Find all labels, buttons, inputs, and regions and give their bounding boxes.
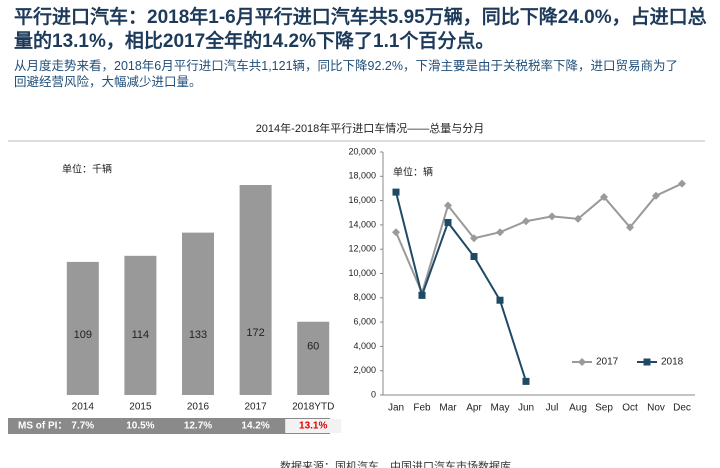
y-tick-label: 12,000 (348, 244, 376, 254)
point (522, 377, 530, 385)
ms-value: 7.7% (71, 421, 94, 432)
y-tick-label: 8,000 (353, 292, 376, 302)
x-tick-label: Dec (673, 403, 691, 414)
x-tick-label: 2018YTD (292, 402, 334, 413)
y-tick-label: 0 (371, 389, 376, 399)
point (444, 218, 452, 226)
x-tick-label: Feb (413, 403, 431, 414)
legend-marker (643, 358, 651, 366)
bar (66, 261, 99, 395)
unit-label: 单位：千辆 (62, 163, 112, 176)
y-tick-label: 4,000 (353, 341, 376, 351)
value-label: 109 (74, 329, 92, 341)
point (496, 296, 504, 304)
y-tick-label: 14,000 (348, 219, 376, 229)
y-tick-label: 2,000 (353, 365, 376, 375)
x-tick-label: Apr (466, 403, 482, 414)
y-tick-label: 20,000 (348, 146, 376, 156)
point (444, 201, 452, 210)
x-tick-label: 2014 (72, 402, 95, 413)
ms-value: 10.5% (126, 421, 154, 432)
x-tick-label: 2017 (244, 402, 267, 413)
legend-label: 2017 (596, 357, 619, 368)
series-line (395, 182, 683, 296)
point (548, 212, 556, 221)
value-label: 172 (246, 327, 264, 339)
x-tick-label: Nov (647, 403, 665, 414)
point (652, 191, 660, 200)
x-tick-label: May (491, 403, 510, 414)
point (522, 217, 530, 226)
x-tick-label: Aug (569, 403, 587, 414)
value-label: 114 (132, 329, 150, 341)
point (392, 228, 400, 237)
ms-value: 13.1% (299, 421, 327, 432)
bar (297, 321, 330, 395)
x-tick-label: Jan (388, 403, 404, 414)
x-tick-label: Oct (622, 403, 638, 414)
x-tick-label: Jul (546, 403, 559, 414)
point (496, 228, 504, 237)
unit-label: 单位：辆 (393, 166, 433, 179)
series-line (395, 191, 527, 382)
point (600, 192, 608, 201)
point (392, 188, 400, 196)
bar (239, 185, 272, 395)
x-tick-label: Jun (518, 403, 534, 414)
point (418, 291, 426, 299)
point (574, 214, 582, 223)
y-tick-label: 16,000 (348, 195, 376, 205)
ms-label: MS of PI： (18, 421, 67, 432)
point (470, 234, 478, 243)
y-tick-label: 6,000 (353, 316, 376, 326)
bar (182, 232, 214, 395)
x-tick-label: 2015 (129, 402, 152, 413)
source: 数据来源：国机汽车、中国进口汽车市场数据库 (280, 461, 511, 468)
chart-title: 2014年-2018年平行进口车情况——总量与分月 (256, 121, 485, 135)
slide-title: 平行进口汽车：2018年1-6月平行进口汽车共5.95万辆，同比下降24.0%，… (14, 7, 707, 52)
point (470, 252, 478, 260)
x-tick-label: Mar (439, 403, 457, 414)
ms-row-bg (8, 418, 330, 434)
y-tick-label: 10,000 (348, 268, 376, 278)
value-label: 133 (189, 329, 207, 341)
value-label: 60 (307, 341, 319, 353)
point (626, 223, 634, 232)
ms-highlight-bg (285, 419, 342, 433)
legend-label: 2018 (661, 357, 684, 368)
x-tick-label: Sep (595, 403, 613, 414)
y-tick-label: 18,000 (348, 171, 376, 181)
ms-value: 12.7% (184, 421, 212, 432)
ms-value: 14.2% (241, 421, 269, 432)
point (678, 179, 686, 188)
x-tick-label: 2016 (187, 402, 210, 413)
legend-marker (578, 358, 586, 366)
bar (124, 255, 157, 395)
slide-subtitle: 从月度走势来看，2018年6月平行进口汽车共1,121辆，同比下降92.2%，下… (14, 59, 678, 89)
